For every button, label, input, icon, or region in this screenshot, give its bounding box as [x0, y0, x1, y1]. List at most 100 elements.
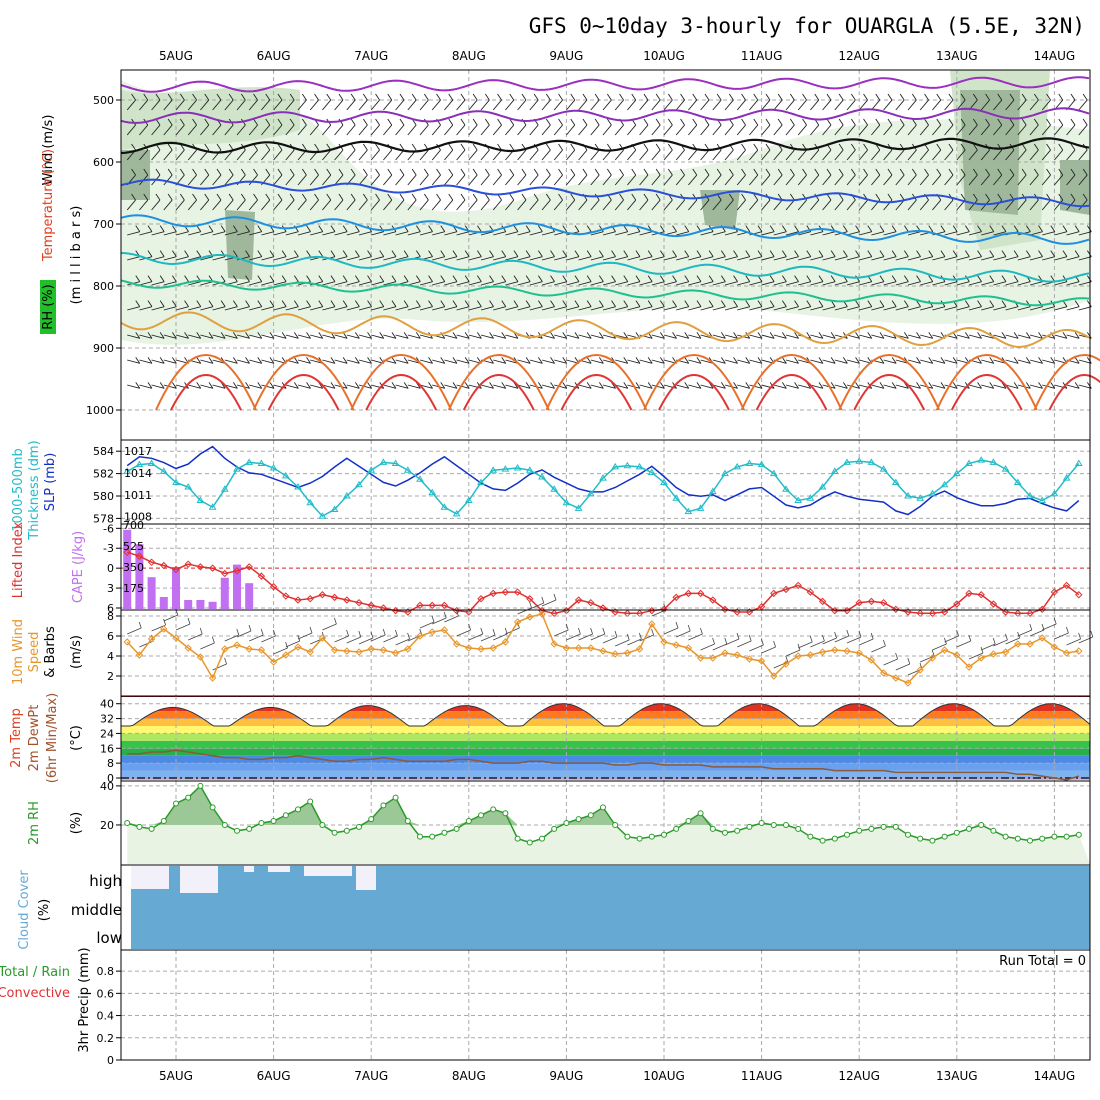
wind-barb-flag: [460, 143, 466, 151]
wind-barb: [688, 256, 702, 261]
cloud-label-b: (%): [37, 899, 52, 922]
wind-barb-flag: [391, 357, 397, 364]
wind-barb-flag: [525, 357, 531, 364]
wind-barb: [212, 124, 222, 136]
wind-barb: [1041, 199, 1051, 211]
surface-hot-arch: [755, 374, 828, 411]
wind-barb-flag: [509, 118, 515, 126]
wind-barb-flag: [216, 143, 222, 151]
wind-barb-flag: [289, 193, 295, 201]
wind-barb-flag: [1033, 168, 1039, 176]
wind-barb-flag: [240, 193, 246, 201]
wind-barb: [688, 149, 698, 161]
wind-barb-flag: [814, 168, 820, 176]
wind-barb: [871, 231, 885, 236]
wind-barb: [1066, 256, 1080, 261]
wind10m-barb: [1005, 637, 1020, 645]
wind-barb-flag: [989, 300, 995, 307]
wind-barb-flag: [350, 193, 356, 201]
wind10m-barb: [602, 636, 618, 644]
wind-barb-flag: [643, 93, 649, 101]
wind-barb: [139, 359, 153, 364]
thickness-line-point: [806, 494, 815, 501]
surface-warm-arch: [1033, 354, 1100, 411]
wind-barb-flag: [489, 250, 494, 257]
lifted-index-line-point: [404, 608, 412, 616]
wind-barb-flag: [989, 250, 995, 257]
wind-barb: [224, 306, 238, 311]
wind-barb: [712, 124, 722, 136]
rh-line-point: [526, 839, 533, 846]
wind-barb: [1066, 124, 1076, 136]
wind-barb: [200, 334, 214, 339]
wind-barb: [322, 334, 336, 339]
wind-barb-flag: [960, 93, 966, 101]
thickness-line-point: [220, 485, 229, 492]
wind-barb-flag: [733, 357, 738, 364]
wind10m-barb-flag: [675, 621, 679, 629]
wind-barb: [797, 174, 807, 186]
wind-barb: [200, 231, 214, 236]
wind-barb: [859, 256, 872, 261]
wind-barb: [639, 174, 649, 186]
wind-barb: [737, 281, 750, 286]
wind-barb: [907, 256, 921, 261]
wind-barb: [297, 231, 311, 236]
wind-barb-flag: [257, 332, 263, 339]
wind10m-barb-flag: [529, 601, 532, 609]
wind-barb: [175, 99, 185, 111]
wind10m-barb-flag: [334, 617, 337, 625]
surface-warm-arch: [740, 354, 843, 411]
wind-barb: [700, 359, 714, 364]
wind10m-barb: [993, 639, 1008, 647]
wind-barb: [1029, 384, 1043, 389]
wind-barb-flag: [265, 93, 271, 101]
rh-line-point: [490, 806, 497, 813]
wind10m-barb: [322, 623, 337, 631]
lifted-index-line-point: [477, 595, 485, 603]
wind-barb: [944, 99, 954, 111]
wind-barb-flag: [362, 118, 368, 126]
thickness-line-point: [464, 496, 473, 503]
wind-barb-flag: [403, 357, 409, 364]
thickness-line: [126, 459, 1080, 518]
surface-warm-arch: [838, 354, 941, 411]
wind-barb: [505, 384, 519, 389]
lifted-index-line-point: [355, 598, 363, 607]
wind10m-barb: [676, 630, 691, 638]
wind-barb: [712, 174, 722, 186]
wind-barb: [822, 359, 836, 364]
wind-barb: [273, 256, 287, 261]
wind-barb: [907, 149, 917, 161]
wind-barb: [773, 256, 787, 261]
wind-barb-flag: [741, 143, 746, 151]
thickness-line-point: [172, 478, 180, 486]
wind-barb: [236, 149, 246, 161]
wind-barb: [871, 174, 881, 186]
wind-barb-flag: [875, 193, 881, 201]
lifted-index-line-point: [599, 604, 607, 612]
wind10m-barb-flag: [931, 649, 935, 657]
wind-barb: [188, 281, 201, 286]
wind-barb-flag: [684, 300, 690, 307]
wind-barb: [395, 149, 405, 161]
wind-barb-flag: [985, 193, 990, 201]
wind-barb-flag: [741, 193, 746, 201]
rh-line-point: [173, 800, 179, 807]
wind-barb: [944, 256, 958, 261]
wind-barb-flag: [570, 143, 576, 151]
temperature-contour: [120, 178, 1090, 208]
lifted-index-line: [126, 551, 1080, 615]
wind-barb: [602, 384, 616, 389]
cloud-gap: [356, 866, 376, 890]
wind10m-barb-flag: [870, 632, 874, 640]
wind10m-barb: [541, 599, 557, 607]
wind-barb: [468, 334, 482, 339]
bottom-day-label: 5AUG: [159, 1069, 193, 1083]
wind-barb: [1078, 384, 1092, 389]
wind-barb: [468, 306, 482, 311]
wind-barb-flag: [586, 332, 592, 339]
wind-barb: [785, 124, 795, 136]
wind-barb-flag: [192, 93, 197, 101]
